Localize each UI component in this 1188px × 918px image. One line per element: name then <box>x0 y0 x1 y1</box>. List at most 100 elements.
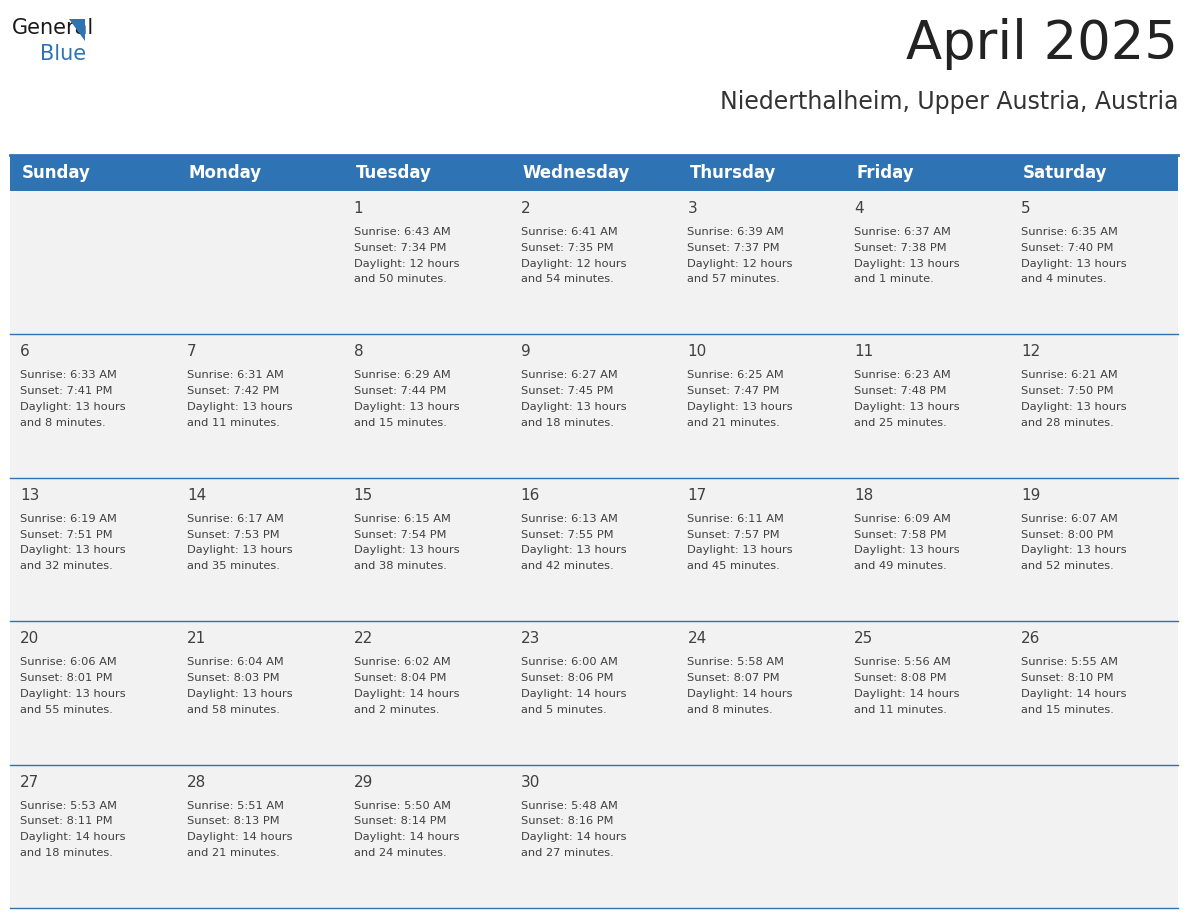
Text: and 11 minutes.: and 11 minutes. <box>854 705 947 714</box>
Text: and 2 minutes.: and 2 minutes. <box>354 705 440 714</box>
Text: 25: 25 <box>854 632 873 646</box>
Text: Sunrise: 6:33 AM: Sunrise: 6:33 AM <box>20 370 116 380</box>
Text: Sunrise: 5:48 AM: Sunrise: 5:48 AM <box>520 800 618 811</box>
Text: 14: 14 <box>187 487 206 503</box>
Text: Daylight: 13 hours: Daylight: 13 hours <box>1022 259 1126 269</box>
Text: 17: 17 <box>688 487 707 503</box>
Text: Daylight: 13 hours: Daylight: 13 hours <box>187 545 292 555</box>
Text: Sunrise: 5:50 AM: Sunrise: 5:50 AM <box>354 800 450 811</box>
Text: Sunset: 7:45 PM: Sunset: 7:45 PM <box>520 386 613 397</box>
Text: Wednesday: Wednesday <box>523 164 630 182</box>
Text: 21: 21 <box>187 632 206 646</box>
Text: Daylight: 13 hours: Daylight: 13 hours <box>854 402 960 412</box>
Text: Sunset: 7:51 PM: Sunset: 7:51 PM <box>20 530 113 540</box>
Bar <box>10 477 177 621</box>
Text: Daylight: 14 hours: Daylight: 14 hours <box>354 833 460 842</box>
Text: 22: 22 <box>354 632 373 646</box>
Text: Daylight: 13 hours: Daylight: 13 hours <box>854 545 960 555</box>
Text: Daylight: 14 hours: Daylight: 14 hours <box>354 688 460 699</box>
Text: 16: 16 <box>520 487 541 503</box>
Text: Sunrise: 6:27 AM: Sunrise: 6:27 AM <box>520 370 618 380</box>
Text: Daylight: 13 hours: Daylight: 13 hours <box>1022 402 1126 412</box>
Text: Daylight: 12 hours: Daylight: 12 hours <box>688 259 792 269</box>
Text: and 38 minutes.: and 38 minutes. <box>354 561 447 571</box>
Text: Tuesday: Tuesday <box>355 164 431 182</box>
Text: Thursday: Thursday <box>689 164 776 182</box>
Text: and 8 minutes.: and 8 minutes. <box>20 418 106 428</box>
Text: Daylight: 13 hours: Daylight: 13 hours <box>688 402 794 412</box>
Text: Sunrise: 6:29 AM: Sunrise: 6:29 AM <box>354 370 450 380</box>
Text: Daylight: 13 hours: Daylight: 13 hours <box>520 402 626 412</box>
Bar <box>343 621 511 765</box>
Text: and 15 minutes.: and 15 minutes. <box>1022 705 1114 714</box>
Text: 24: 24 <box>688 632 707 646</box>
Bar <box>677 191 845 334</box>
Text: Sunrise: 6:43 AM: Sunrise: 6:43 AM <box>354 227 450 237</box>
Text: Sunrise: 6:06 AM: Sunrise: 6:06 AM <box>20 657 116 667</box>
Text: and 55 minutes.: and 55 minutes. <box>20 705 113 714</box>
Text: Friday: Friday <box>857 164 914 182</box>
Text: Saturday: Saturday <box>1023 164 1107 182</box>
Text: Daylight: 14 hours: Daylight: 14 hours <box>20 833 126 842</box>
Text: Daylight: 13 hours: Daylight: 13 hours <box>688 545 794 555</box>
Text: Daylight: 12 hours: Daylight: 12 hours <box>520 259 626 269</box>
Text: 20: 20 <box>20 632 39 646</box>
Text: Sunrise: 6:04 AM: Sunrise: 6:04 AM <box>187 657 284 667</box>
Bar <box>177 191 343 334</box>
Bar <box>677 334 845 477</box>
Text: and 45 minutes.: and 45 minutes. <box>688 561 781 571</box>
Text: Daylight: 13 hours: Daylight: 13 hours <box>187 402 292 412</box>
Text: 8: 8 <box>354 344 364 360</box>
Bar <box>1011 334 1178 477</box>
Text: Daylight: 14 hours: Daylight: 14 hours <box>854 688 960 699</box>
Text: and 58 minutes.: and 58 minutes. <box>187 705 279 714</box>
Text: Sunrise: 6:09 AM: Sunrise: 6:09 AM <box>854 514 952 524</box>
Bar <box>511 621 677 765</box>
Text: and 24 minutes.: and 24 minutes. <box>354 848 447 858</box>
Text: and 52 minutes.: and 52 minutes. <box>1022 561 1114 571</box>
Text: Sunrise: 6:35 AM: Sunrise: 6:35 AM <box>1022 227 1118 237</box>
Text: Sunset: 8:11 PM: Sunset: 8:11 PM <box>20 816 113 826</box>
Text: Sunset: 7:41 PM: Sunset: 7:41 PM <box>20 386 113 397</box>
Text: Sunset: 8:07 PM: Sunset: 8:07 PM <box>688 673 781 683</box>
Text: Sunrise: 5:56 AM: Sunrise: 5:56 AM <box>854 657 952 667</box>
Text: Sunset: 7:57 PM: Sunset: 7:57 PM <box>688 530 781 540</box>
Text: Sunset: 8:03 PM: Sunset: 8:03 PM <box>187 673 279 683</box>
Text: Daylight: 14 hours: Daylight: 14 hours <box>1022 688 1126 699</box>
Text: Sunrise: 6:02 AM: Sunrise: 6:02 AM <box>354 657 450 667</box>
Bar <box>845 621 1011 765</box>
Text: Sunrise: 5:51 AM: Sunrise: 5:51 AM <box>187 800 284 811</box>
Text: Sunrise: 6:11 AM: Sunrise: 6:11 AM <box>688 514 784 524</box>
Text: 30: 30 <box>520 775 541 789</box>
Text: Daylight: 13 hours: Daylight: 13 hours <box>1022 545 1126 555</box>
Text: Daylight: 13 hours: Daylight: 13 hours <box>20 688 126 699</box>
Text: and 11 minutes.: and 11 minutes. <box>187 418 279 428</box>
Text: and 1 minute.: and 1 minute. <box>854 274 934 285</box>
Text: Sunset: 8:14 PM: Sunset: 8:14 PM <box>354 816 447 826</box>
Bar <box>845 765 1011 908</box>
Text: 2: 2 <box>520 201 530 216</box>
Bar <box>677 765 845 908</box>
Text: Sunset: 8:00 PM: Sunset: 8:00 PM <box>1022 530 1114 540</box>
Text: 10: 10 <box>688 344 707 360</box>
Bar <box>10 765 177 908</box>
Bar <box>1011 765 1178 908</box>
Bar <box>343 477 511 621</box>
Text: Sunset: 7:54 PM: Sunset: 7:54 PM <box>354 530 447 540</box>
Text: Daylight: 14 hours: Daylight: 14 hours <box>187 833 292 842</box>
Bar <box>10 621 177 765</box>
Text: and 18 minutes.: and 18 minutes. <box>520 418 613 428</box>
Text: Sunrise: 6:41 AM: Sunrise: 6:41 AM <box>520 227 618 237</box>
Bar <box>677 621 845 765</box>
Text: Sunset: 8:13 PM: Sunset: 8:13 PM <box>187 816 279 826</box>
Text: 3: 3 <box>688 201 697 216</box>
Text: 6: 6 <box>20 344 30 360</box>
Text: Sunset: 7:38 PM: Sunset: 7:38 PM <box>854 242 947 252</box>
Text: Sunrise: 6:37 AM: Sunrise: 6:37 AM <box>854 227 952 237</box>
Text: 18: 18 <box>854 487 873 503</box>
Bar <box>177 477 343 621</box>
Text: Sunrise: 6:07 AM: Sunrise: 6:07 AM <box>1022 514 1118 524</box>
Text: Sunset: 7:53 PM: Sunset: 7:53 PM <box>187 530 279 540</box>
Text: 7: 7 <box>187 344 196 360</box>
Text: Sunset: 7:44 PM: Sunset: 7:44 PM <box>354 386 446 397</box>
